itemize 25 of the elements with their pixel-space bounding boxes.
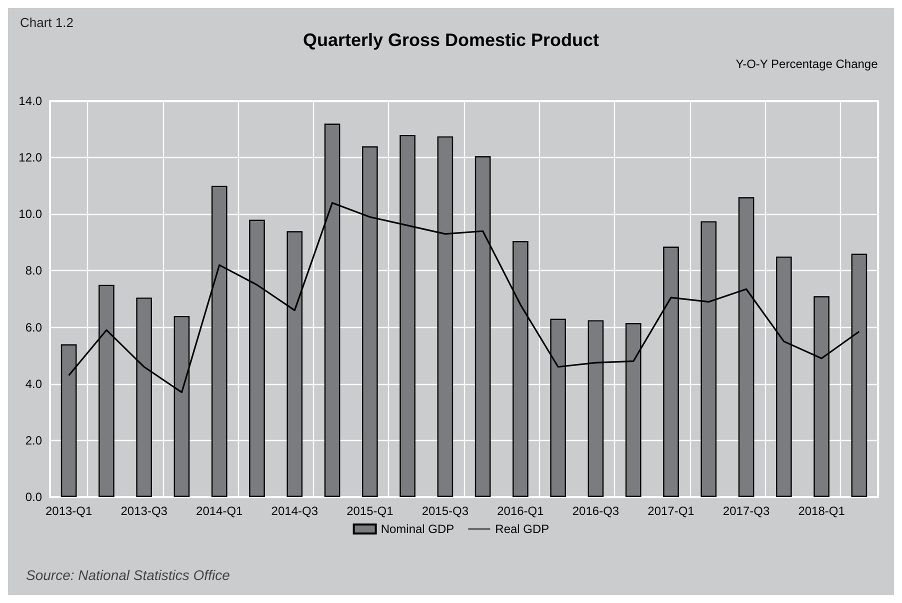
x-tick-label: 2014-Q1 [196, 504, 244, 518]
x-tick-label: 2017-Q1 [648, 504, 695, 518]
y-axis-title: Y-O-Y Percentage Change [736, 57, 878, 71]
legend-label: Real GDP [495, 522, 550, 536]
y-tick-label: 10.0 [18, 207, 42, 222]
x-tick-label: 2018-Q1 [798, 504, 846, 518]
source-note: Source: National Statistics Office [26, 567, 230, 583]
y-tick-label: 0.0 [25, 490, 42, 504]
y-tick-label: 12.0 [18, 150, 42, 165]
y-tick-label: 14.0 [18, 94, 42, 108]
x-tick-label: 2014-Q3 [271, 504, 318, 518]
y-tick-label: 4.0 [25, 376, 42, 391]
y-tick-label: 8.0 [25, 264, 42, 278]
x-tick-label: 2013-Q3 [120, 504, 168, 518]
chart-title: Quarterly Gross Domestic Product [302, 30, 600, 50]
x-tick-label: 2016-Q1 [497, 504, 544, 518]
x-tick-label: 2015-Q3 [422, 504, 469, 518]
y-tick-label: 2.0 [25, 433, 42, 448]
caption: Chart 1.2 [20, 15, 74, 30]
x-tick-label: 2015-Q1 [346, 504, 394, 518]
x-tick-label: 2016-Q3 [572, 504, 620, 518]
y-tick-label: 6.0 [25, 320, 42, 334]
legend-label: Nominal GDP [380, 522, 454, 536]
x-tick-label: 2013-Q1 [45, 504, 92, 518]
x-tick-label: 2017-Q3 [722, 504, 770, 518]
